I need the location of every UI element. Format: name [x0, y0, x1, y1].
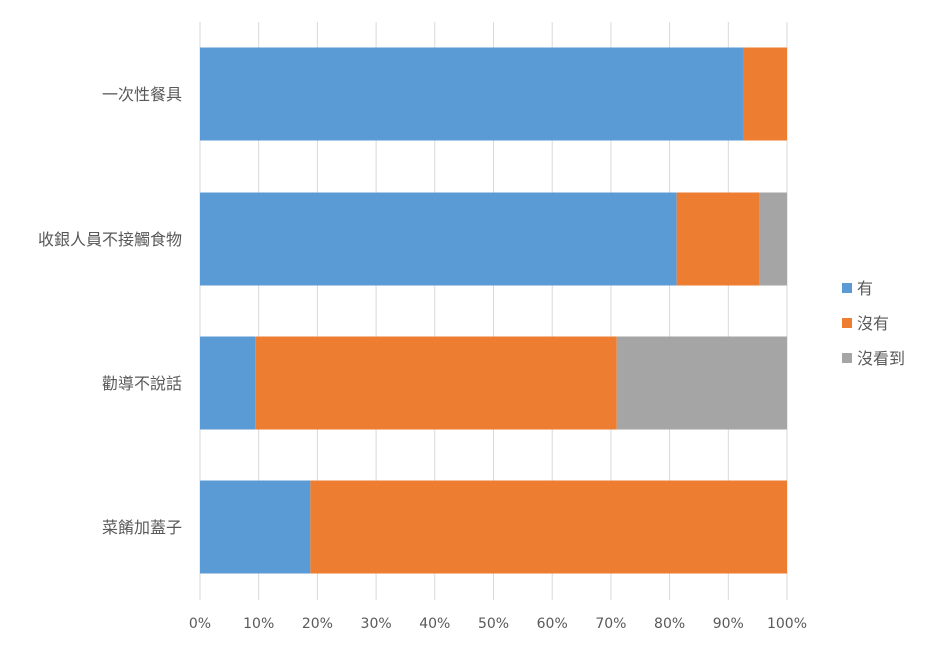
category-label: 一次性餐具 [102, 85, 182, 104]
bar-segment [742, 47, 787, 141]
x-tick-label: 50% [478, 616, 509, 632]
category-label: 收銀人員不接觸食物 [38, 230, 182, 249]
category-label: 勸導不說話 [102, 374, 182, 393]
bar-segment [759, 192, 787, 286]
legend-swatch [842, 283, 852, 293]
bar-segment [255, 336, 617, 430]
bar-segment [310, 480, 787, 574]
bar-segment [200, 192, 677, 286]
x-axis-ticks: 0% 10% 20% 30% 40% 50% 60% 70% 80% 90% 100% [189, 616, 807, 632]
legend-swatch [842, 318, 852, 328]
category-label: 菜餚加蓋子 [102, 518, 182, 537]
bar-segment [676, 192, 760, 286]
legend-label: 沒看到 [857, 349, 905, 368]
x-tick-label: 40% [419, 616, 450, 632]
x-tick-label: 70% [595, 616, 626, 632]
x-tick-label: 10% [243, 616, 274, 632]
legend-label: 沒有 [857, 314, 889, 333]
bar-segment [200, 336, 256, 430]
bar-segment [200, 47, 743, 141]
x-tick-label: 60% [537, 616, 568, 632]
x-tick-label: 90% [713, 616, 744, 632]
bar-segment [200, 480, 311, 574]
x-tick-label: 80% [654, 616, 685, 632]
bars [200, 47, 787, 574]
legend-swatch [842, 353, 852, 363]
x-tick-label: 100% [767, 616, 807, 632]
x-tick-label: 30% [361, 616, 392, 632]
bar-segment [616, 336, 787, 430]
x-tick-label: 0% [189, 616, 211, 632]
legend-label: 有 [857, 279, 873, 298]
x-tick-label: 20% [302, 616, 333, 632]
